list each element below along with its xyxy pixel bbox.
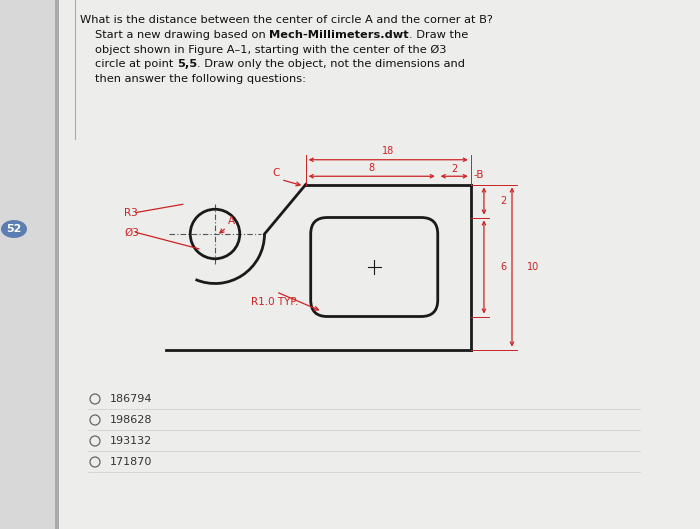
Text: 198628: 198628 — [110, 415, 153, 425]
Ellipse shape — [1, 220, 27, 238]
Text: 171870: 171870 — [110, 457, 153, 467]
Text: . Draw only the object, not the dimensions and: . Draw only the object, not the dimensio… — [197, 59, 465, 69]
Text: R3: R3 — [125, 207, 138, 217]
Text: . Draw the: . Draw the — [409, 30, 468, 40]
Text: 8: 8 — [369, 163, 375, 173]
Text: 186794: 186794 — [110, 394, 153, 404]
Bar — [0, 0, 55, 529]
Text: C: C — [273, 168, 280, 178]
Text: 2: 2 — [451, 164, 457, 174]
Text: 18: 18 — [382, 145, 394, 156]
Text: circle at point: circle at point — [95, 59, 177, 69]
Text: 52: 52 — [6, 224, 22, 234]
Text: -B: -B — [473, 170, 484, 179]
Text: 2: 2 — [500, 196, 507, 206]
Text: object shown in Figure A–1, starting with the center of the Ø3: object shown in Figure A–1, starting wit… — [95, 44, 447, 54]
Text: A: A — [228, 216, 235, 226]
Text: Start a new drawing based on: Start a new drawing based on — [95, 30, 270, 40]
Text: 6: 6 — [500, 262, 507, 272]
Text: 5,5: 5,5 — [177, 59, 197, 69]
Text: Ø3: Ø3 — [125, 227, 139, 238]
Text: 193132: 193132 — [110, 436, 153, 446]
Text: R1.0 TYP.: R1.0 TYP. — [251, 297, 299, 307]
Text: then answer the following questions:: then answer the following questions: — [95, 74, 306, 84]
Text: 10: 10 — [527, 262, 540, 272]
Text: What is the distance between the center of circle A and the corner at B?: What is the distance between the center … — [80, 15, 493, 25]
Bar — [55, 0, 59, 529]
Text: Mech-Millimeters.dwt: Mech-Millimeters.dwt — [270, 30, 409, 40]
